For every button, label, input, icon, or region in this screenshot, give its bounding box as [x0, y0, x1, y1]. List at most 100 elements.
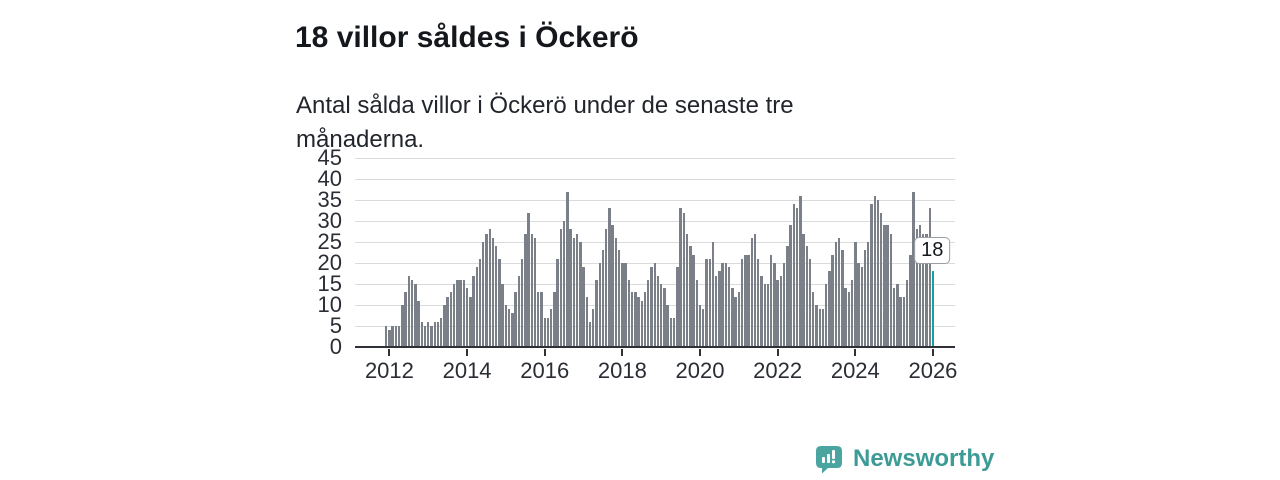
- bar: [750, 237, 753, 347]
- bar: [676, 267, 679, 347]
- bar: [423, 326, 427, 347]
- bar: [711, 242, 715, 347]
- bar: [630, 292, 634, 347]
- bar: [663, 288, 666, 347]
- bar: [462, 279, 466, 347]
- bar: [397, 326, 401, 347]
- bar: [553, 292, 556, 347]
- bar: [617, 250, 621, 347]
- bar: [737, 292, 741, 347]
- bar: [511, 313, 514, 347]
- bar: [456, 279, 459, 347]
- bar: [579, 242, 582, 347]
- bar: [498, 258, 501, 347]
- bar: [740, 258, 744, 347]
- newsworthy-icon: [814, 444, 844, 474]
- bar: [605, 229, 608, 347]
- gridline: [355, 220, 955, 222]
- bar: [588, 321, 592, 347]
- bar: [507, 309, 511, 347]
- x-tick-label: 2014: [442, 358, 492, 383]
- bar: [883, 225, 886, 347]
- bar: [527, 212, 530, 347]
- x-tick: [621, 349, 624, 356]
- bar: [546, 317, 550, 347]
- bar: [766, 284, 770, 347]
- bar: [825, 284, 828, 347]
- bar: [634, 292, 637, 347]
- gridline: [355, 241, 955, 243]
- bar: [491, 237, 495, 347]
- bar: [517, 275, 521, 347]
- bar: [433, 321, 436, 347]
- bar: [566, 191, 569, 347]
- bar: [556, 258, 559, 347]
- highlight-bar: [931, 271, 935, 347]
- bar: [388, 330, 391, 347]
- bar: [708, 258, 711, 347]
- bar: [485, 233, 488, 347]
- bar: [611, 225, 614, 347]
- bar: [727, 267, 731, 347]
- bar: [685, 233, 689, 347]
- bar: [795, 208, 799, 347]
- bar: [763, 284, 766, 347]
- bar: [789, 225, 792, 347]
- bar: [656, 275, 660, 347]
- bar: [831, 254, 834, 347]
- bar: [514, 292, 517, 347]
- bar: [841, 250, 844, 347]
- bar: [834, 242, 838, 347]
- bar: [459, 279, 462, 347]
- bar: [592, 309, 595, 347]
- bar: [776, 279, 779, 347]
- bar: [757, 258, 760, 347]
- bar: [880, 212, 883, 347]
- x-tick: [466, 349, 469, 356]
- bar: [857, 263, 860, 347]
- bar: [928, 208, 931, 347]
- y-tick-label: 0: [329, 334, 342, 359]
- x-tick-label: 2018: [597, 358, 647, 383]
- bar: [808, 258, 812, 347]
- bar: [520, 258, 524, 347]
- bar: [715, 275, 718, 347]
- bar: [899, 296, 902, 347]
- bar: [420, 321, 423, 347]
- bar: [854, 242, 857, 347]
- y-tick-label: 25: [317, 229, 342, 254]
- x-tick: [543, 349, 546, 356]
- bar: [731, 288, 734, 347]
- bar: [896, 284, 899, 347]
- bar: [918, 225, 922, 347]
- bar: [443, 305, 446, 347]
- bar: [501, 284, 504, 347]
- bar: [598, 263, 601, 347]
- bar: [627, 279, 631, 347]
- bar: [414, 284, 417, 347]
- bar: [724, 263, 728, 347]
- bar: [449, 292, 453, 347]
- bar: [915, 229, 918, 347]
- x-tick-label: 2016: [520, 358, 570, 383]
- bar: [770, 254, 773, 347]
- newsworthy-logo[interactable]: Newsworthy: [814, 444, 994, 474]
- bar: [689, 246, 692, 347]
- bar: [643, 292, 647, 347]
- bar: [430, 326, 433, 347]
- bar: [621, 263, 624, 347]
- bar: [482, 242, 485, 347]
- bar: [640, 300, 643, 347]
- bar: [394, 326, 398, 347]
- bar: [753, 233, 757, 347]
- bar: [417, 300, 420, 347]
- bar: [614, 237, 618, 347]
- bar: [799, 195, 802, 347]
- bar: [844, 288, 847, 347]
- bar: [909, 254, 912, 347]
- bar: [786, 246, 789, 347]
- x-tick-label: 2012: [364, 358, 414, 383]
- bar: [427, 321, 430, 347]
- bar: [446, 296, 449, 347]
- bar: [925, 233, 928, 347]
